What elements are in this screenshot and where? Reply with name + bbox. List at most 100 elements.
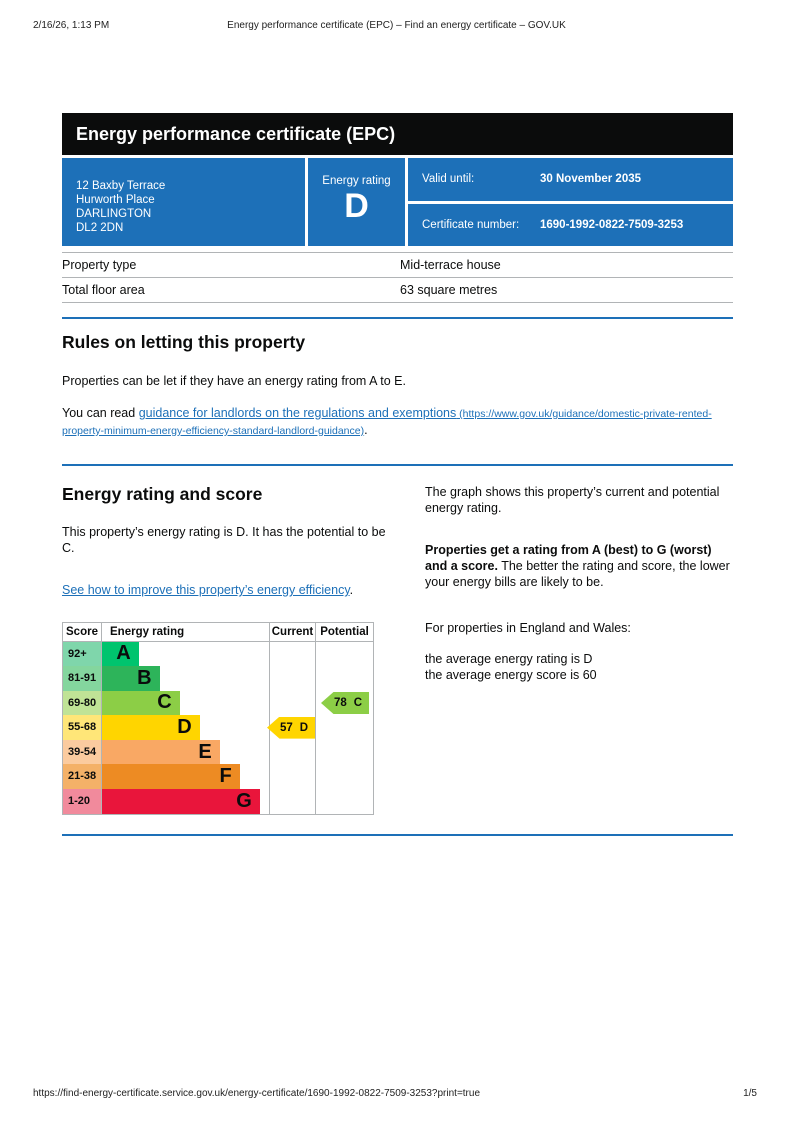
- band-bar: C: [102, 690, 180, 716]
- england-wales-paragraph: For properties in England and Wales:: [425, 621, 631, 635]
- rules-paragraph: Properties can be let if they have an en…: [62, 374, 406, 388]
- band-score-range: 21-38: [63, 764, 101, 790]
- print-header-spacer: [566, 20, 760, 31]
- arrow-score: 78: [334, 696, 347, 709]
- band-letter: E: [198, 740, 212, 763]
- band-bar: D: [102, 715, 200, 740]
- potential-column-cell: [315, 764, 373, 790]
- chart-band-row: 21-38 F: [63, 764, 373, 790]
- rules-section-heading: Rules on letting this property: [62, 332, 306, 352]
- rating-right-column: The graph shows this property’s current …: [425, 484, 733, 815]
- rating-explanation-bold: Properties get a rating from A (best) to…: [425, 543, 712, 573]
- floor-area-label: Total floor area: [62, 283, 145, 297]
- energy-rating-label: Energy rating: [322, 175, 391, 187]
- graph-description-paragraph: The graph shows this property’s current …: [425, 485, 720, 515]
- band-letter: G: [236, 789, 252, 812]
- guidance-link-url: (https://www.gov.uk/guidance/domestic-pr…: [62, 408, 712, 437]
- potential-column-cell: [315, 739, 373, 765]
- table-row: Property type Mid-terrace house: [62, 253, 733, 278]
- band-bar: B: [102, 666, 160, 691]
- band-letter: A: [116, 642, 131, 665]
- band-bar: E: [102, 739, 220, 765]
- rating-left-column: Energy rating and score This property’s …: [62, 484, 392, 815]
- improve-efficiency-paragraph: See how to improve this property’s energ…: [62, 583, 392, 599]
- band-letter: F: [219, 765, 232, 788]
- band-bar: A: [102, 641, 139, 667]
- valid-until-panel: Valid until: 30 November 2035: [408, 158, 733, 201]
- current-column-cell: [269, 666, 315, 691]
- potential-rating-arrow: 78 C: [321, 691, 369, 714]
- potential-column-cell: 78 C: [315, 690, 373, 716]
- certificate-meta-column: Valid until: 30 November 2035 Certificat…: [408, 158, 733, 246]
- guidance-text-prefix: You can read: [62, 406, 139, 420]
- property-type-label: Property type: [62, 258, 137, 272]
- band-bar-cell: C: [101, 690, 269, 716]
- potential-column-cell: [315, 715, 373, 740]
- print-page-title: Energy performance certificate (EPC) – F…: [227, 20, 566, 31]
- certificate-number-value: 1690-1992-0822-7509-3253: [540, 218, 684, 231]
- property-details-table: Property type Mid-terrace house Total fl…: [62, 252, 733, 303]
- potential-column-cell: [315, 789, 373, 814]
- band-score-range: 81-91: [63, 666, 101, 691]
- band-bar-cell: B: [101, 666, 269, 691]
- print-header: 2/16/26, 1:13 PM Energy performance cert…: [33, 20, 760, 31]
- improve-efficiency-link[interactable]: See how to improve this property’s energ…: [62, 583, 350, 597]
- print-footer-url: https://find-energy-certificate.service.…: [33, 1088, 481, 1099]
- guidance-link-text: guidance for landlords on the regulation…: [138, 406, 457, 420]
- landlord-guidance-link[interactable]: guidance for landlords on the regulation…: [62, 406, 712, 437]
- average-rating-line: the average energy rating is D: [425, 652, 593, 666]
- section-divider: [62, 833, 733, 836]
- chart-band-row: 39-54 E: [63, 739, 373, 765]
- band-score-range: 39-54: [63, 739, 101, 765]
- guidance-text-suffix: .: [364, 423, 368, 437]
- epc-chart-body: 92+ A 81-91 B 69-80 C 78 C 55-68 D 57 D 39-54 E 21-38 F…: [63, 641, 373, 814]
- rating-explanation-paragraph: Properties get a rating from A (best) to…: [425, 542, 733, 590]
- current-rating-arrow: 57 D: [267, 716, 315, 739]
- certificate-content: Energy performance certificate (EPC) 12 …: [62, 113, 733, 836]
- certificate-number-panel: Certificate number: 1690-1992-0822-7509-…: [408, 203, 733, 246]
- property-type-value: Mid-terrace house: [400, 258, 501, 272]
- certificate-banner: Energy performance certificate (EPC): [62, 113, 733, 155]
- valid-until-value: 30 November 2035: [540, 173, 642, 186]
- rules-guidance-paragraph: You can read guidance for landlords on t…: [62, 405, 733, 439]
- chart-current-header: Current: [269, 622, 315, 641]
- chart-rating-header: Energy rating: [101, 622, 269, 641]
- property-address-panel: 12 Baxby Terrace Hurworth Place DARLINGT…: [62, 158, 305, 246]
- arrow-band-letter: C: [353, 696, 363, 709]
- current-column-cell: [269, 789, 315, 814]
- arrow-band-letter: D: [299, 721, 309, 734]
- certificate-summary: 12 Baxby Terrace Hurworth Place DARLINGT…: [62, 158, 733, 246]
- averages-paragraph: the average energy rating is D the avera…: [425, 652, 733, 683]
- epc-rating-chart: Score Energy rating Current Potential 92…: [62, 621, 374, 815]
- potential-column-cell: [315, 641, 373, 667]
- chart-band-row: 1-20 G: [63, 789, 373, 814]
- valid-until-label: Valid until:: [422, 173, 475, 186]
- energy-rating-value: D: [344, 187, 369, 225]
- band-letter: D: [177, 716, 192, 739]
- band-score-range: 92+: [63, 641, 101, 667]
- band-bar-cell: F: [101, 764, 269, 790]
- print-footer: https://find-energy-certificate.service.…: [33, 1088, 757, 1099]
- current-column-cell: 57 D: [267, 715, 315, 740]
- band-score-range: 69-80: [63, 690, 101, 716]
- band-bar-cell: E: [101, 739, 269, 765]
- section-divider: [62, 317, 733, 319]
- energy-rating-panel: Energy rating D: [308, 158, 405, 246]
- print-datetime: 2/16/26, 1:13 PM: [33, 20, 110, 31]
- band-letter: C: [157, 691, 172, 714]
- potential-column-cell: [315, 666, 373, 691]
- current-column-cell: [269, 764, 315, 790]
- rating-section-heading: Energy rating and score: [62, 484, 263, 504]
- band-score-range: 1-20: [63, 789, 101, 814]
- banner-title: Energy performance certificate (EPC): [76, 124, 396, 144]
- print-page-number: 1/5: [743, 1088, 757, 1099]
- chart-header-row: Score Energy rating Current Potential: [63, 622, 373, 642]
- current-column-cell: [269, 690, 315, 716]
- floor-area-value: 63 square metres: [400, 283, 498, 297]
- chart-band-row: 55-68 D 57 D: [63, 715, 373, 740]
- address-line-1: 12 Baxby Terrace: [76, 180, 166, 192]
- band-score-range: 55-68: [63, 715, 101, 740]
- chart-band-row: 81-91 B: [63, 666, 373, 691]
- average-score-line: the average energy score is 60: [425, 667, 597, 682]
